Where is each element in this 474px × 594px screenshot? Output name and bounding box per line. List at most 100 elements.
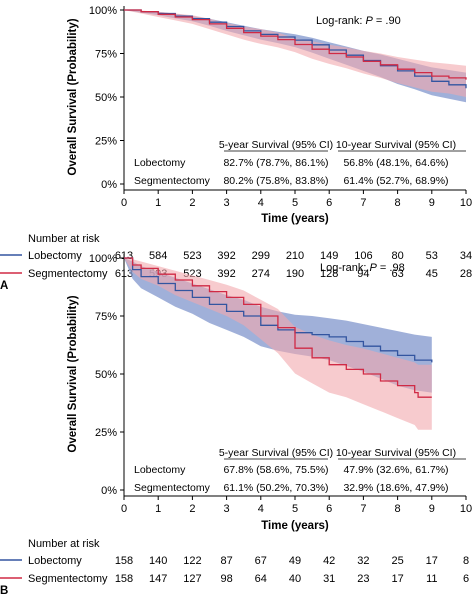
risk-value: 31 (323, 573, 335, 585)
survival-table-row-label: Lobectomy (134, 157, 186, 169)
risk-value: 17 (426, 555, 438, 567)
y-axis-label: Overall Survival (Probability) (67, 18, 79, 175)
risk-value: 11 (426, 573, 437, 585)
risk-value: 392 (217, 268, 235, 280)
x-tick-label: 2 (189, 503, 195, 515)
risk-row-label: Lobectomy (28, 250, 82, 262)
y-tick-label: 50% (95, 92, 117, 104)
log-rank-annotation: Log-rank: P = .98 (320, 262, 405, 274)
risk-value: 158 (115, 573, 133, 585)
risk-value: 106 (354, 250, 372, 262)
risk-value: 140 (149, 555, 167, 567)
x-tick-label: 4 (258, 197, 264, 209)
y-tick-label: 25% (95, 427, 117, 439)
survival-line-segmentectomy (124, 9, 467, 80)
ten-year-value: 47.9% (32.6%, 61.7%) (343, 464, 448, 476)
x-tick-label: 7 (360, 197, 366, 209)
x-tick-label: 3 (224, 197, 230, 209)
risk-value: 45 (426, 268, 438, 280)
risk-value: 17 (391, 573, 403, 585)
ten-year-value: 32.9% (18.6%, 47.9%) (343, 482, 448, 494)
risk-table-title: Number at risk (28, 538, 100, 550)
risk-value: 190 (286, 268, 304, 280)
x-tick-label: 9 (429, 197, 435, 209)
risk-value: 53 (426, 250, 438, 262)
x-tick-label: 7 (360, 503, 366, 515)
survival-table-header: 5-year Survival (95% CI) (219, 447, 333, 459)
risk-row-label: Segmentectomy (28, 573, 108, 585)
risk-value: 274 (252, 268, 270, 280)
x-tick-label: 4 (258, 503, 264, 515)
risk-row-label: Lobectomy (28, 555, 82, 567)
risk-value: 299 (252, 250, 270, 262)
risk-value: 210 (286, 250, 304, 262)
x-tick-label: 8 (395, 503, 401, 515)
y-tick-label: 0% (101, 485, 117, 497)
risk-value: 87 (220, 555, 232, 567)
risk-value: 94 (357, 268, 369, 280)
risk-value: 6 (463, 573, 469, 585)
survival-table-row-label: Segmentectomy (134, 175, 211, 187)
risk-value: 149 (320, 250, 338, 262)
five-year-value: 67.8% (58.6%, 75.5%) (223, 464, 328, 476)
risk-value: 523 (183, 250, 201, 262)
survival-table-header: 10-year Survival (95% CI) (336, 447, 456, 459)
five-year-value: 80.2% (75.8%, 83.8%) (223, 175, 328, 187)
risk-value: 80 (391, 250, 403, 262)
risk-value: 147 (149, 573, 167, 585)
risk-value: 158 (115, 555, 133, 567)
x-tick-label: 6 (326, 197, 332, 209)
y-axis-label: Overall Survival (Probability) (67, 295, 79, 452)
ci-band-segmentectomy (124, 10, 466, 97)
y-tick-label: 25% (95, 136, 117, 148)
risk-value: 40 (289, 573, 301, 585)
y-tick-label: 0% (101, 179, 117, 191)
panel-label: B (0, 585, 8, 594)
risk-value: 128 (320, 268, 338, 280)
x-tick-label: 8 (395, 197, 401, 209)
risk-value: 32 (357, 555, 369, 567)
risk-value: 34 (460, 250, 472, 262)
survival-table-row-label: Lobectomy (134, 464, 186, 476)
risk-value: 49 (289, 555, 301, 567)
risk-value: 64 (255, 573, 267, 585)
ci-band-lobectomy (124, 10, 466, 103)
risk-value: 122 (183, 555, 201, 567)
x-tick-label: 10 (460, 503, 472, 515)
risk-value: 42 (323, 555, 335, 567)
x-tick-label: 0 (121, 503, 127, 515)
x-tick-label: 5 (292, 503, 298, 515)
x-axis-label: Time (years) (261, 520, 329, 532)
risk-value: 63 (391, 268, 403, 280)
x-tick-label: 0 (121, 197, 127, 209)
y-tick-label: 75% (95, 49, 117, 61)
x-tick-label: 1 (155, 503, 161, 515)
survival-table-header: 10-year Survival (95% CI) (336, 139, 456, 151)
risk-value: 25 (391, 555, 403, 567)
x-tick-label: 5 (292, 197, 298, 209)
x-tick-label: 2 (189, 197, 195, 209)
risk-value: 67 (255, 555, 267, 567)
five-year-value: 82.7% (78.7%, 86.1%) (223, 157, 328, 169)
five-year-value: 61.1% (50.2%, 70.3%) (223, 482, 328, 494)
ci-band-segmentectomy (124, 258, 432, 430)
ten-year-value: 61.4% (52.7%, 68.9%) (343, 175, 448, 187)
survival-line-segmentectomy (124, 257, 432, 398)
risk-value: 8 (463, 555, 469, 567)
x-tick-label: 6 (326, 503, 332, 515)
y-tick-label: 100% (89, 253, 117, 265)
y-tick-label: 75% (95, 311, 117, 323)
risk-value: 98 (220, 573, 232, 585)
x-tick-label: 10 (460, 197, 472, 209)
ten-year-value: 56.8% (48.1%, 64.6%) (343, 157, 448, 169)
log-rank-annotation: Log-rank: P = .90 (316, 15, 401, 27)
panel-label: A (0, 280, 8, 292)
risk-value: 127 (183, 573, 201, 585)
risk-value: 28 (460, 268, 472, 280)
risk-value: 23 (357, 573, 369, 585)
x-tick-label: 9 (429, 503, 435, 515)
risk-value: 584 (149, 250, 167, 262)
